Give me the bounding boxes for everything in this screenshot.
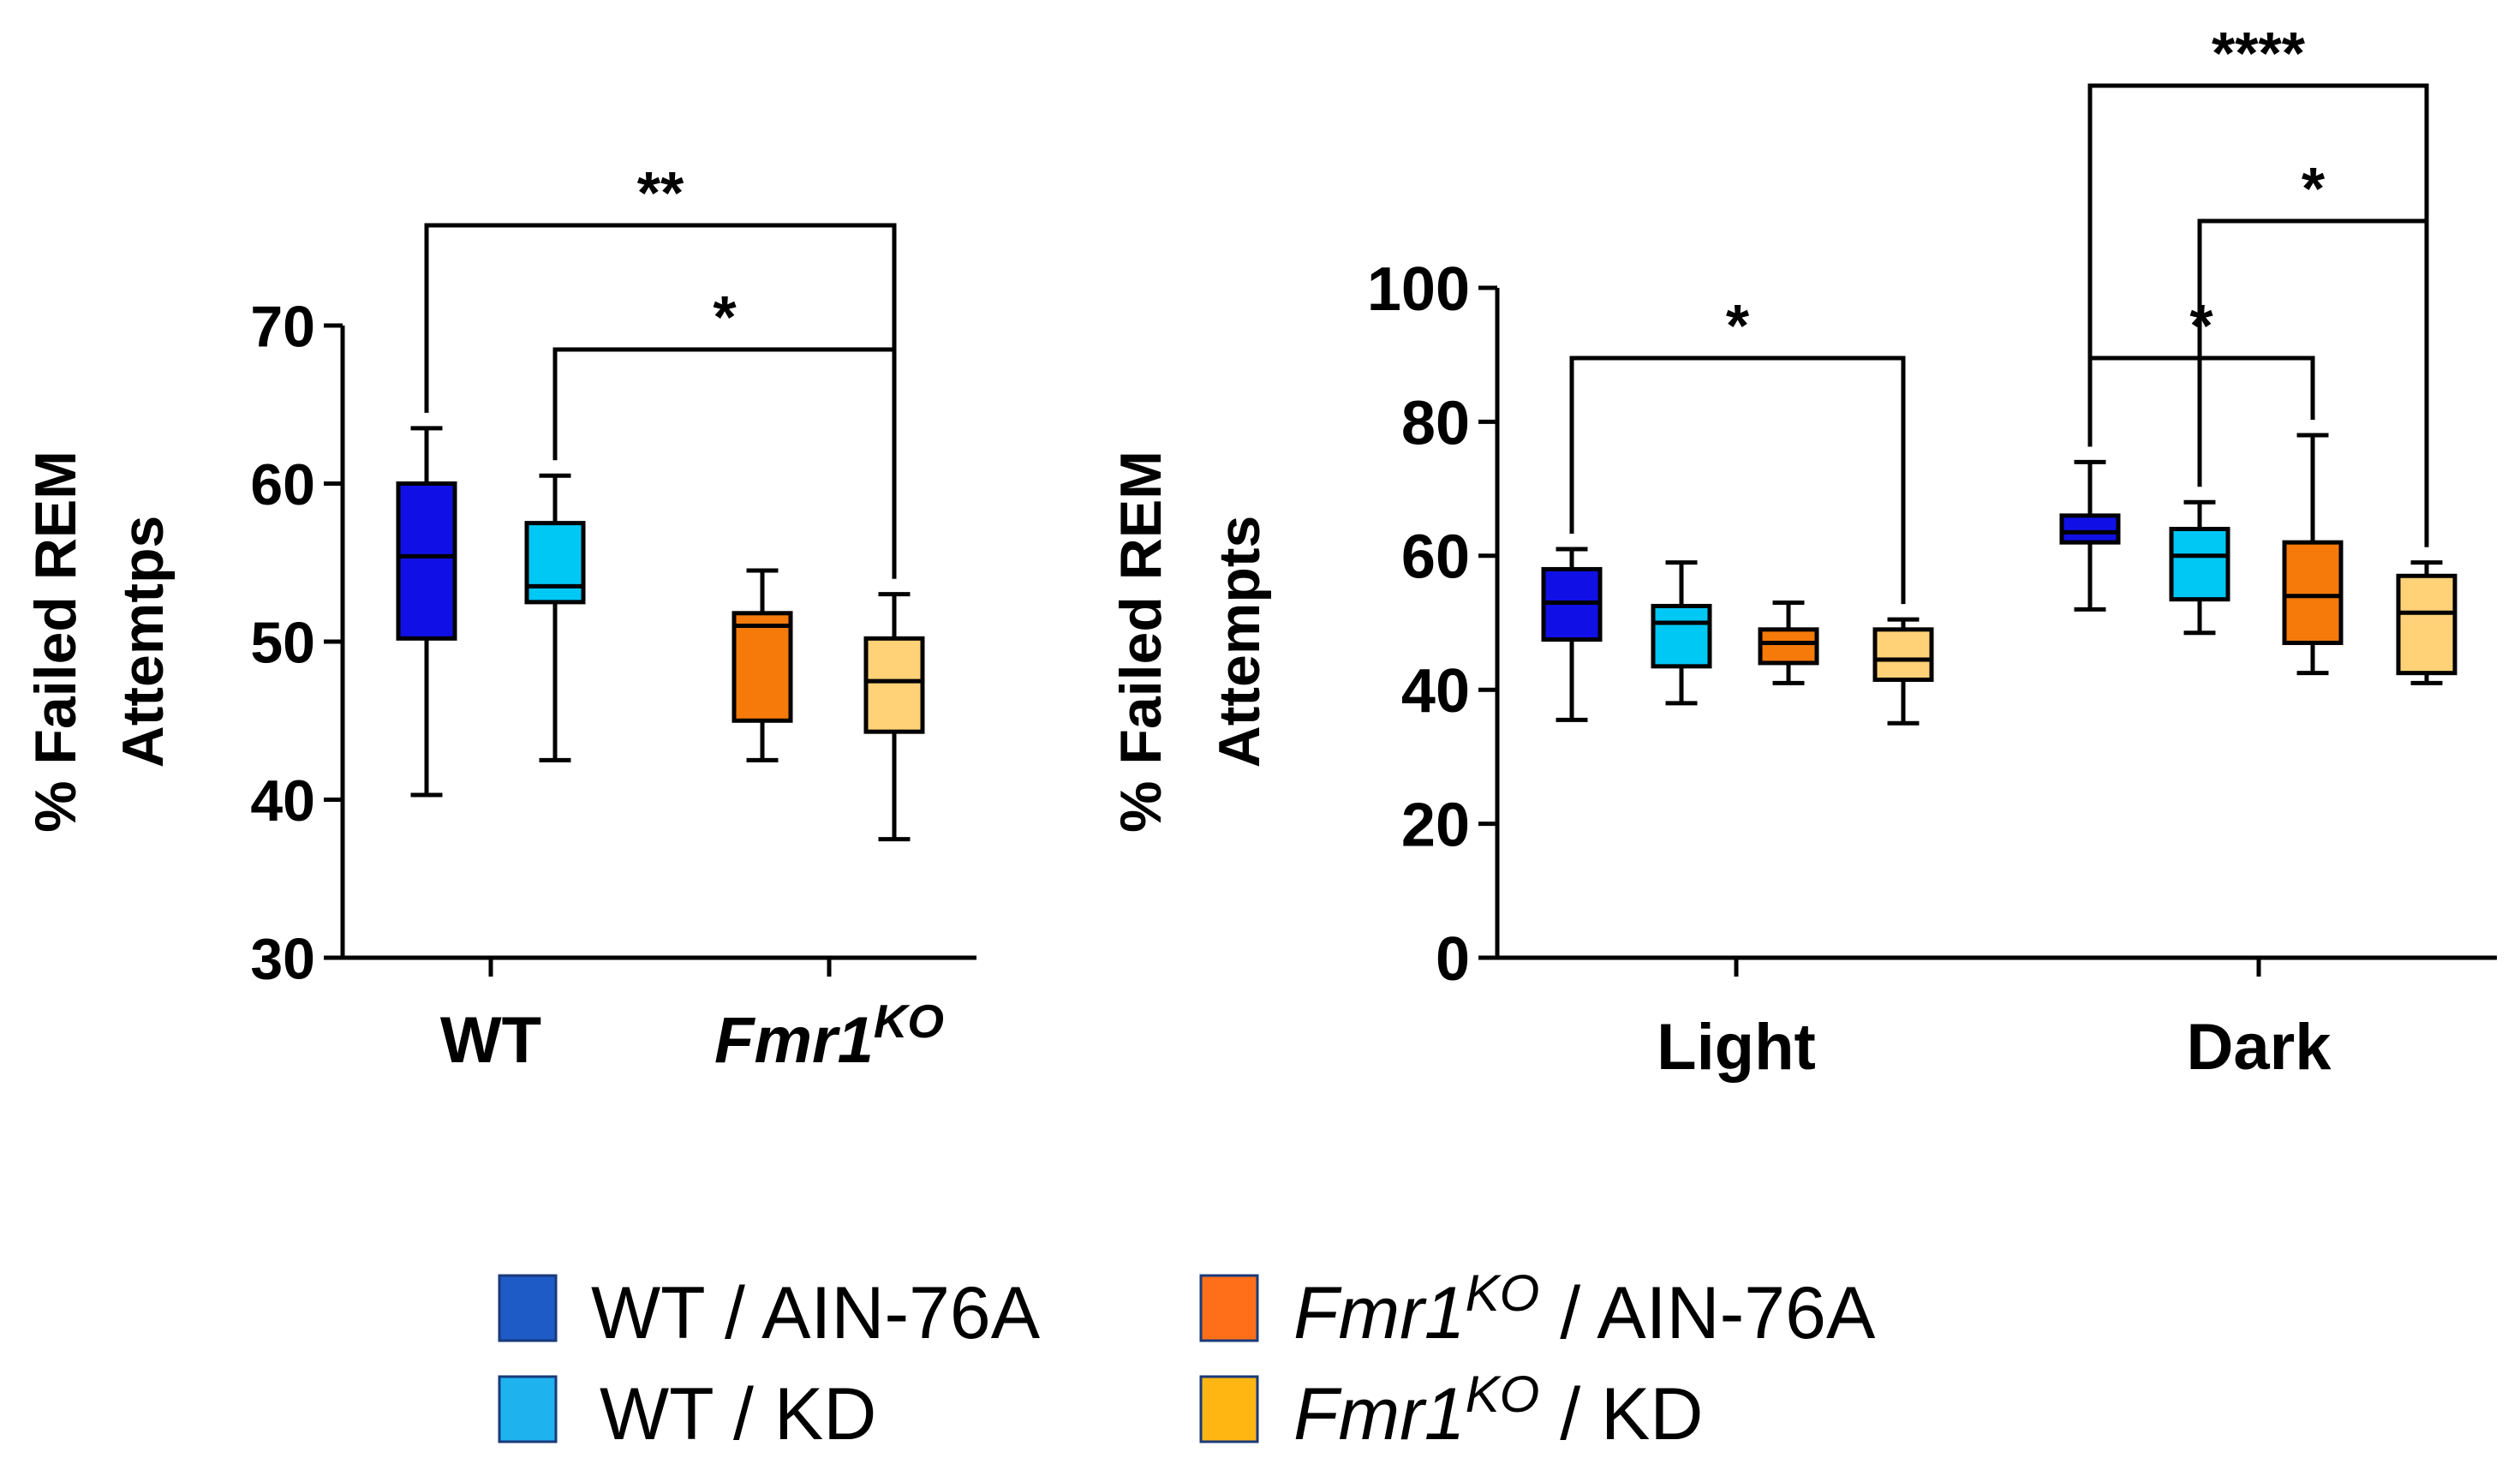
legend-item: WT / KD — [498, 1373, 876, 1455]
legend-rest: / KD — [713, 1373, 876, 1455]
y-axis-label: % Failed REM — [1108, 451, 1173, 833]
y-axis-label: % Failed REM — [23, 451, 88, 833]
category-superscript: KO — [874, 995, 944, 1048]
box-iqr — [1872, 627, 1934, 682]
category-name: Dark — [2187, 1011, 2332, 1084]
significance-bracket: ** — [424, 159, 897, 579]
box-iqr — [2169, 527, 2230, 602]
bracket-line — [424, 223, 897, 579]
y-tick-label: 40 — [1401, 657, 1470, 726]
y-tick-label: 60 — [250, 452, 315, 517]
box-0 — [1541, 547, 1603, 722]
category-name: Light — [1657, 1011, 1816, 1084]
bracket-line — [552, 347, 897, 579]
box-iqr — [863, 636, 925, 734]
y-tick-label: 50 — [250, 610, 315, 675]
legend-name: WT — [600, 1373, 713, 1455]
legend-swatch — [1199, 1274, 1259, 1342]
bracket-line — [1569, 356, 1906, 605]
y-tick-label: 80 — [1401, 389, 1470, 457]
y-axis-label: Attempts — [1207, 516, 1272, 768]
y-tick-label: 40 — [250, 768, 315, 834]
legend-superscript: KO — [1466, 1365, 1540, 1423]
x-tick-label: Dark — [2187, 1011, 2332, 1084]
box-4 — [2059, 459, 2121, 612]
legend-name: Fmr1 — [1293, 1272, 1466, 1354]
box-3 — [1872, 617, 1934, 726]
significance-bracket: * — [2087, 292, 2315, 447]
box-iqr — [2059, 513, 2121, 545]
legend-swatch — [498, 1274, 558, 1342]
box-3 — [863, 592, 925, 842]
y-tick-label: 60 — [1401, 523, 1470, 592]
significance-label: * — [713, 284, 737, 350]
legend-item: WT / AIN-76A — [498, 1272, 1041, 1354]
legend-label: Fmr1KO / AIN-76A — [1293, 1264, 1876, 1354]
box-iqr — [524, 521, 586, 605]
box-7 — [2396, 560, 2457, 685]
significance-label: * — [2302, 155, 2326, 222]
legend-swatch — [498, 1375, 558, 1443]
legend-name: WT — [591, 1272, 704, 1354]
legend-label: WT / KD — [600, 1373, 876, 1455]
y-axis-label: Attemtps — [110, 516, 176, 768]
significance-bracket: * — [2197, 155, 2429, 547]
legend-rest: / AIN-76A — [704, 1272, 1041, 1354]
box-2 — [732, 568, 793, 762]
legend-label: Fmr1KO / KD — [1293, 1365, 1704, 1455]
significance-label: * — [2189, 292, 2213, 359]
legend-swatch — [1199, 1375, 1259, 1443]
significance-label: ** — [637, 159, 684, 226]
bracket-line — [2087, 356, 2315, 447]
box-iqr — [1651, 603, 1712, 669]
category-name: WT — [440, 1004, 541, 1077]
significance-bracket: * — [552, 284, 897, 579]
x-tick-label: WT — [440, 1004, 541, 1077]
legend-item: Fmr1KO / KD — [1199, 1365, 1704, 1455]
legend-rest: / KD — [1539, 1373, 1703, 1455]
significance-label: **** — [2212, 20, 2306, 87]
y-tick-label: 70 — [250, 294, 315, 359]
y-tick-label: 20 — [1401, 792, 1470, 860]
box-1 — [524, 473, 586, 762]
box-iqr — [2396, 573, 2457, 676]
box-6 — [2282, 433, 2344, 676]
legend-label: WT / AIN-76A — [591, 1272, 1041, 1354]
box-1 — [1651, 560, 1712, 706]
bracket-line — [2197, 218, 2429, 547]
y-tick-label: 30 — [250, 926, 315, 991]
y-tick-label: 100 — [1367, 255, 1470, 324]
significance-bracket: **** — [2087, 20, 2429, 547]
box-iqr — [396, 481, 457, 641]
category-name: Fmr1 — [714, 1004, 874, 1077]
box-iqr — [1758, 627, 1819, 666]
box-iqr — [2282, 540, 2344, 645]
legend-item: Fmr1KO / AIN-76A — [1199, 1264, 1876, 1354]
box-5 — [2169, 499, 2230, 636]
box-iqr — [732, 611, 793, 723]
legend-rest: / AIN-76A — [1539, 1272, 1876, 1354]
right-panel: 0 20 40 60 80 100 Light Dark % Failed REM Attempt… — [1108, 20, 2497, 1084]
y-tick-label: 0 — [1436, 925, 1470, 994]
x-tick-label: Fmr1KO — [714, 995, 944, 1077]
legend-name: Fmr1 — [1293, 1373, 1466, 1455]
legend-superscript: KO — [1466, 1264, 1540, 1322]
significance-bracket: * — [1569, 292, 1906, 605]
bracket-line — [2087, 83, 2429, 547]
x-tick-label: Light — [1657, 1011, 1816, 1084]
significance-label: * — [1726, 292, 1750, 359]
box-0 — [396, 426, 457, 798]
box-2 — [1758, 601, 1819, 685]
